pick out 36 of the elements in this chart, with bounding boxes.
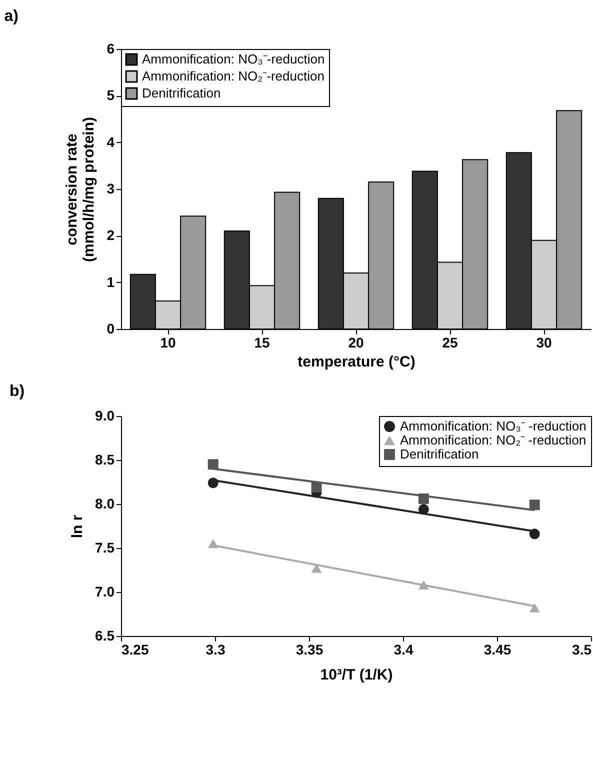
y-tick-label: 6 <box>106 40 115 56</box>
chart-title: b) <box>10 383 25 400</box>
y-tick-label: 8.5 <box>95 452 115 468</box>
y-axis-title: ln r <box>69 514 86 538</box>
legend-label: Ammonification: NO₂⁻ -reduction <box>400 432 586 448</box>
y-tick-label: 6.5 <box>95 628 115 644</box>
legend-label: Denitrification <box>142 86 221 100</box>
y-tick-label: 5 <box>106 87 115 104</box>
x-tick-label: 15 <box>254 334 270 350</box>
x-axis-title: 10³/T (1/K) <box>320 666 393 684</box>
y-tick-label: 3 <box>106 180 115 196</box>
x-tick-label: 3.45 <box>484 642 512 658</box>
chart-title: a) <box>4 8 18 25</box>
legend-label: Ammonification: NO₂⁻-reduction <box>142 68 324 84</box>
x-tick-label: 3.35 <box>296 642 324 658</box>
x-tick-label: 10 <box>160 334 176 350</box>
x-tick-label: 30 <box>536 334 552 350</box>
x-tick-label: 3.5 <box>572 642 592 658</box>
x-tick-label: 20 <box>348 334 364 350</box>
legend-label: Ammonification: NO₃⁻ -reduction <box>400 418 586 434</box>
y-tick-label: 4 <box>106 134 115 150</box>
y-tick-label: 0 <box>106 320 115 336</box>
y-tick-label: 7.0 <box>95 584 115 600</box>
legend-label: Ammonification: NO₃⁻-reduction <box>142 52 325 66</box>
y-tick-label: 1 <box>106 274 115 290</box>
y-axis-title: conversion rate (mmol/h/mg protein) <box>64 117 98 262</box>
x-tick-label: 25 <box>442 334 458 350</box>
y-tick-label: 7.5 <box>95 540 115 556</box>
x-axis-title: temperature (°C) <box>298 354 416 370</box>
y-tick-label: 2 <box>106 227 115 244</box>
legend-label: Denitrification <box>400 446 479 462</box>
y-tick-label: 9.0 <box>95 408 115 424</box>
x-tick-label: 3.25 <box>122 642 149 658</box>
x-tick-label: 3.4 <box>394 642 414 658</box>
x-tick-label: 3.3 <box>206 642 226 658</box>
y-tick-label: 8.0 <box>95 496 115 512</box>
